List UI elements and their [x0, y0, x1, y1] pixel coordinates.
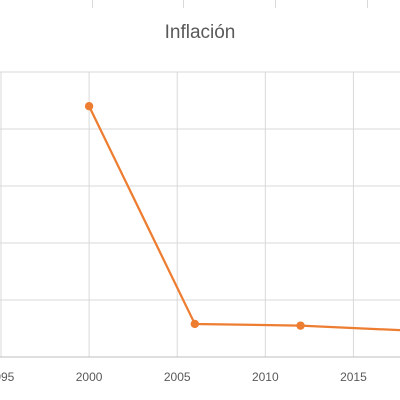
data-point-marker — [190, 319, 200, 329]
chart-title: Inflación — [164, 22, 236, 43]
x-tick-label: 2000 — [76, 370, 103, 384]
x-tick-label: 2010 — [252, 370, 279, 384]
top-grid-fragment — [183, 0, 184, 8]
top-grid-fragment — [92, 0, 93, 8]
x-tick-label: 1995 — [0, 370, 15, 384]
x-tick-label: 2015 — [340, 370, 367, 384]
inflation-series-line — [88, 105, 400, 332]
data-point-marker — [84, 102, 94, 111]
x-tick-label: 2005 — [164, 370, 191, 384]
data-point-marker — [296, 321, 305, 330]
top-grid-fragment — [367, 0, 368, 8]
top-grid-fragment — [275, 0, 276, 8]
